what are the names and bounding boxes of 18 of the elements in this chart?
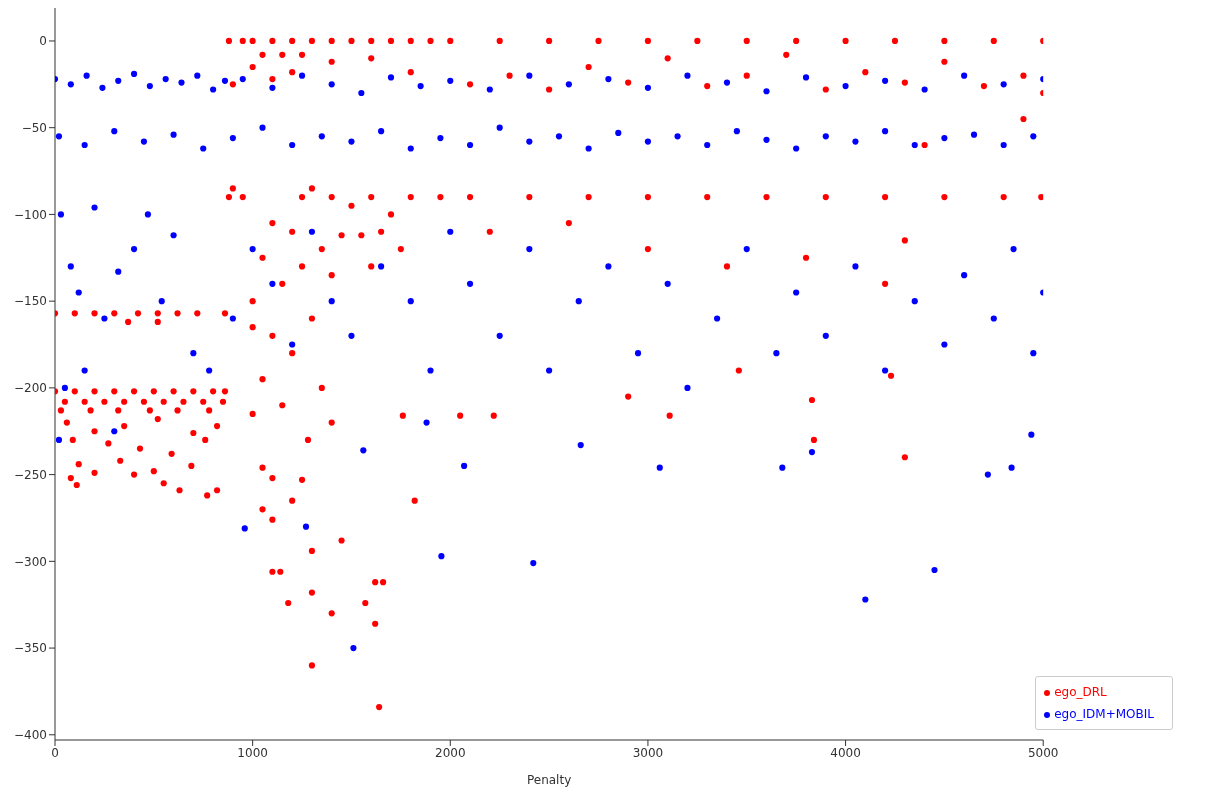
y-tick-label: −300 (14, 554, 47, 569)
y-tick-label: −50 (21, 120, 47, 135)
x-tick-label: 4000 (830, 745, 861, 760)
x-tick-label: 3000 (632, 745, 664, 760)
x-tick-label: 1000 (237, 745, 268, 760)
legend-label: ego_IDM+MOBIL (1054, 707, 1154, 721)
x-axis-title: Penalty (526, 773, 572, 787)
x-tick-label: 2000 (435, 745, 466, 760)
x-tick-label: 0 (51, 745, 59, 760)
y-tick-label: −150 (14, 294, 47, 309)
y-tick-label: −100 (14, 207, 47, 222)
x-tick-label: 5000 (1027, 745, 1059, 760)
y-tick-label: −250 (14, 467, 47, 482)
y-tick-label: −350 (14, 641, 47, 656)
y-tick-label: −200 (14, 381, 47, 396)
y-tick-label: −400 (14, 728, 47, 743)
y-tick-label: 0 (39, 34, 47, 49)
legend-label: ego_DRL (1054, 685, 1107, 699)
